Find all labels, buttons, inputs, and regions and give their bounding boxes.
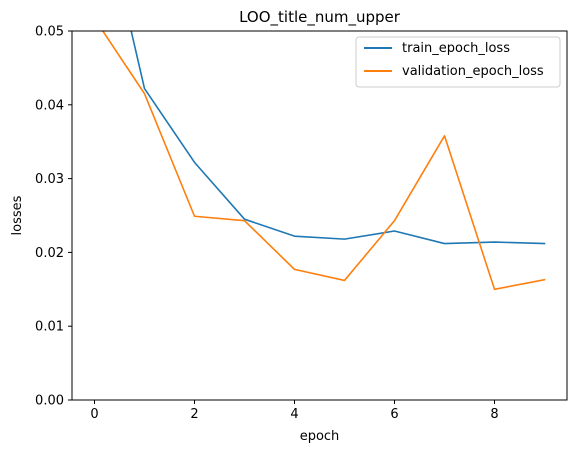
y-tick-label: 0.05: [35, 25, 64, 40]
x-tick-label: 0: [90, 407, 98, 422]
chart-title: LOO_title_num_upper: [239, 8, 401, 27]
y-tick-label: 0.01: [35, 320, 64, 335]
y-tick-label: 0.03: [35, 172, 64, 187]
legend: train_epoch_loss validation_epoch_loss: [355, 36, 561, 88]
x-tick-label: 4: [290, 407, 298, 422]
x-tick-label: 2: [190, 407, 198, 422]
train-epoch-loss-line: [130, 31, 546, 245]
y-tick-label: 0.04: [35, 98, 64, 113]
validation-epoch-loss-line: [101, 31, 546, 291]
legend-box: [355, 36, 561, 88]
y-tick-label: 0.02: [35, 246, 64, 261]
legend-label-train: train_epoch_loss: [402, 41, 510, 56]
y-tick-label: 0.00: [35, 394, 64, 409]
x-axis-label: epoch: [300, 429, 340, 444]
x-tick-label: 8: [490, 407, 498, 422]
plot-frame: [71, 30, 568, 401]
y-axis-label: losses: [10, 195, 25, 235]
x-tick-label: 6: [390, 407, 398, 422]
legend-label-validation: validation_epoch_loss: [402, 64, 544, 79]
